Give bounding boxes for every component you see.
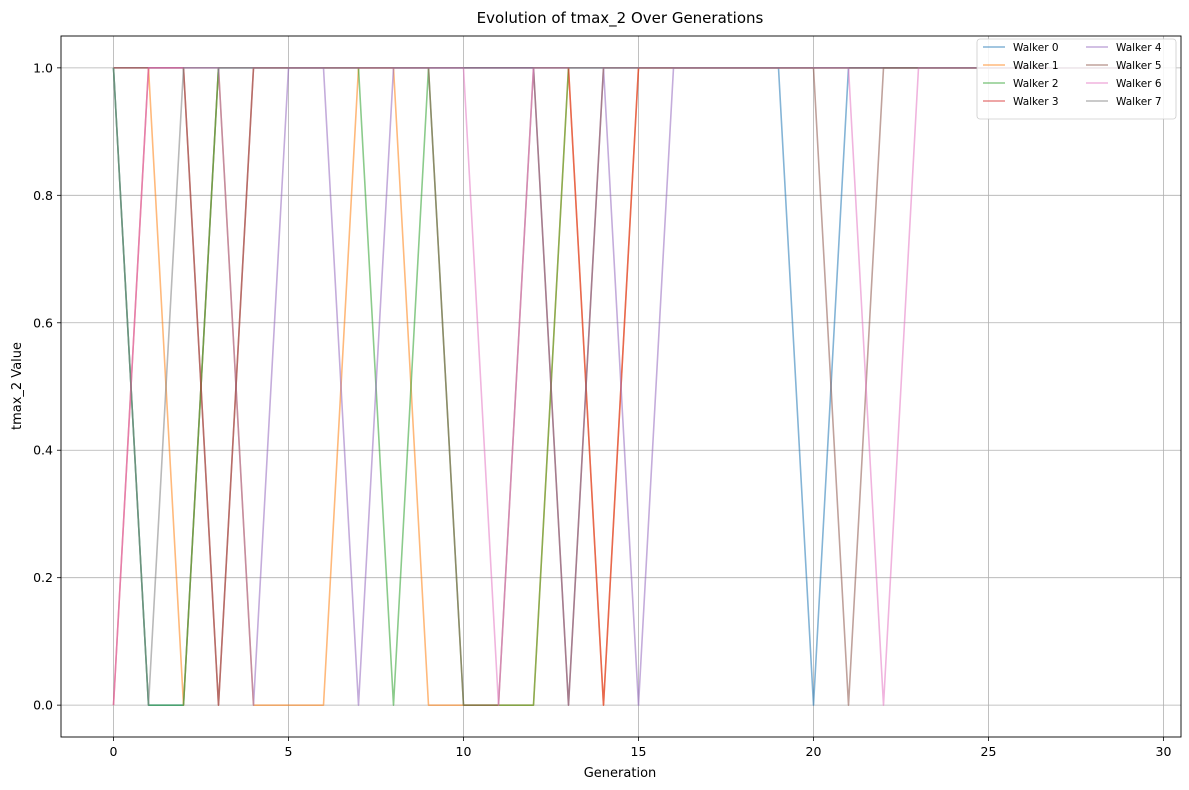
legend-label: Walker 7 <box>1116 96 1162 108</box>
x-tick-label: 30 <box>1156 744 1172 759</box>
x-axis-ticks: 0 5 10 15 20 25 30 <box>110 737 1172 759</box>
x-tick-label: 10 <box>456 744 472 759</box>
y-axis-ticks: 0.0 0.2 0.4 0.6 0.8 1.0 <box>33 60 61 713</box>
x-tick-label: 20 <box>806 744 822 759</box>
legend-label: Walker 4 <box>1116 42 1162 54</box>
y-tick-label: 0.2 <box>33 570 53 585</box>
series-line-walker-7 <box>112 67 1129 706</box>
x-tick-label: 15 <box>631 744 647 759</box>
series-lines <box>112 67 1129 706</box>
legend-label: Walker 3 <box>1013 96 1059 108</box>
y-axis-label: tmax_2 Value <box>10 342 25 430</box>
legend-label: Walker 5 <box>1116 60 1162 72</box>
x-tick-label: 0 <box>110 744 118 759</box>
legend-label: Walker 2 <box>1013 78 1059 90</box>
legend: Walker 0 Walker 1 Walker 2 Walker 3 Walker 4… <box>976 38 1177 120</box>
y-tick-label: 1.0 <box>33 60 53 75</box>
plot-frame <box>60 35 1182 738</box>
legend-box <box>976 38 1177 120</box>
y-tick-label: 0.0 <box>33 698 53 713</box>
x-tick-label: 5 <box>285 744 293 759</box>
chart-title: Evolution of tmax_2 Over Generations <box>477 9 764 28</box>
x-axis-label: Generation <box>584 766 657 781</box>
legend-label: Walker 1 <box>1013 60 1059 72</box>
legend-label: Walker 6 <box>1116 78 1162 90</box>
legend-label: Walker 0 <box>1013 42 1059 54</box>
y-tick-label: 0.8 <box>33 188 53 203</box>
y-tick-label: 0.4 <box>33 443 53 458</box>
y-tick-label: 0.6 <box>33 315 53 330</box>
x-tick-label: 25 <box>981 744 997 759</box>
series-line-walker-4 <box>113 67 1129 706</box>
